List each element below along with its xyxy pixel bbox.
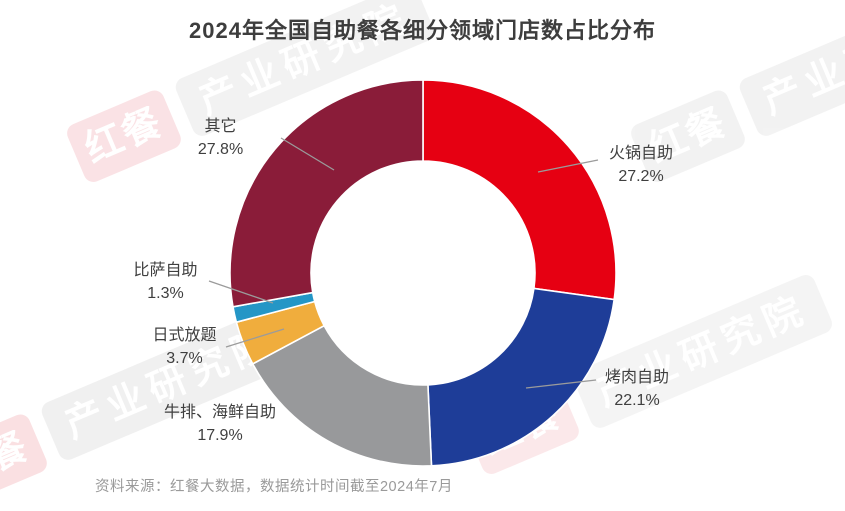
label-hotpot-buffet-pct: 27.2% xyxy=(618,168,664,185)
label-others: 其它 27.8% xyxy=(158,115,283,161)
slice-others xyxy=(229,79,424,308)
label-hotpot-buffet: 火锅自助 27.2% xyxy=(576,142,706,188)
label-japanese-ayce-pct: 3.7% xyxy=(166,350,203,367)
label-bbq-buffet-name: 烤肉自助 xyxy=(604,369,669,386)
slice-hotpot-buffet xyxy=(422,79,617,301)
label-hotpot-buffet-name: 火锅自助 xyxy=(608,145,673,162)
label-steak-seafood-buffet-name: 牛排、海鲜自助 xyxy=(163,404,276,421)
donut-slices xyxy=(229,79,617,467)
label-bbq-buffet-pct: 22.1% xyxy=(614,392,660,409)
label-steak-seafood-buffet: 牛排、海鲜自助 17.9% xyxy=(135,401,305,447)
label-pizza-buffet-pct: 1.3% xyxy=(147,285,184,302)
leader-line-hotpot-buffet xyxy=(537,159,599,173)
source-note: 资料来源：红餐大数据，数据统计时间截至2024年7月 xyxy=(95,479,453,495)
label-steak-seafood-buffet-pct: 17.9% xyxy=(197,427,243,444)
slice-bbq-buffet xyxy=(427,287,615,467)
leader-lines xyxy=(208,137,599,389)
label-bbq-buffet: 烤肉自助 22.1% xyxy=(572,366,702,412)
page-title: 2024年全国自助餐各细分领域门店数占比分布 xyxy=(189,18,656,43)
label-others-pct: 27.8% xyxy=(197,141,244,158)
leader-line-others xyxy=(280,137,335,171)
label-others-name: 其它 xyxy=(204,118,237,135)
label-pizza-buffet: 比萨自助 1.3% xyxy=(103,259,228,305)
label-japanese-ayce-name: 日式放题 xyxy=(152,327,217,344)
leader-line-pizza-buffet xyxy=(208,280,274,304)
label-japanese-ayce: 日式放题 3.7% xyxy=(122,324,247,370)
leader-line-japanese-ayce xyxy=(225,328,285,348)
leader-line-bbq-buffet xyxy=(525,379,597,389)
label-pizza-buffet-name: 比萨自助 xyxy=(133,262,198,279)
